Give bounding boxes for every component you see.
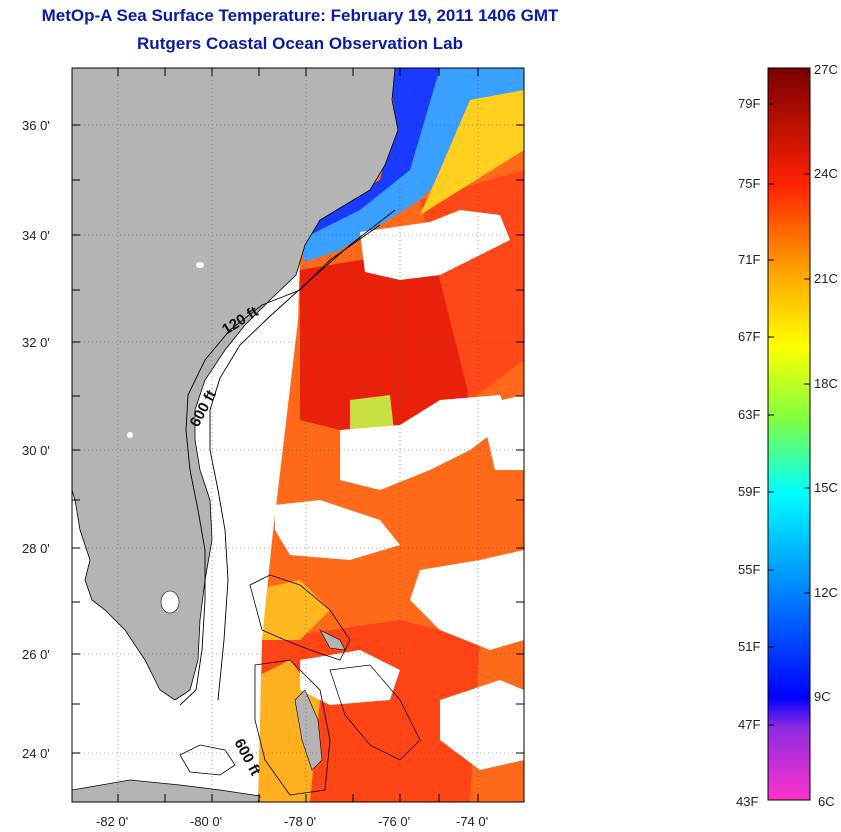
colorbar-c-label: 24C <box>814 166 838 181</box>
colorbar-c-label: 12C <box>814 585 838 600</box>
map-subtitle: Rutgers Coastal Ocean Observation Lab <box>137 34 463 53</box>
contour-120ft <box>179 224 381 706</box>
lat-label: 34 0' <box>22 228 50 243</box>
colorbar-c-label: 18C <box>814 376 838 391</box>
warm-gulfstream-core <box>300 250 470 440</box>
lat-label: 26 0' <box>22 647 50 662</box>
colorbar-f-label: 71F <box>738 252 760 267</box>
colorbar-f-label: 47F <box>738 717 760 732</box>
cloud-patch <box>440 680 524 770</box>
lat-label: 32 0' <box>22 335 50 350</box>
colorbar-f-label: 59F <box>738 484 760 499</box>
land-cuba <box>72 779 261 802</box>
lon-label: -80 0' <box>190 814 222 829</box>
contour-bahamas <box>249 574 351 661</box>
cloud-patch <box>340 395 510 490</box>
lake <box>127 432 133 438</box>
colorbar: 79F 75F 71F 67F 63F 59F 55F 51F 47F 43F … <box>736 62 838 809</box>
colorbar-c-label: 27C <box>814 62 838 77</box>
lon-label: -74 0' <box>456 814 488 829</box>
map-frame <box>71 67 525 803</box>
lon-label: -82 0' <box>96 814 128 829</box>
lake-okeechobee <box>160 590 180 614</box>
colorbar-ticks <box>768 103 810 726</box>
lat-label: 24 0' <box>22 746 50 761</box>
colorbar-f-label: 51F <box>738 639 760 654</box>
cloud-patch <box>360 210 510 280</box>
contour-bahamas <box>254 659 331 796</box>
map-title: MetOp-A Sea Surface Temperature: Februar… <box>41 6 559 25</box>
colorbar-f-label: 43F <box>736 794 758 809</box>
map-graticule <box>72 68 524 802</box>
colorbar-f-label: 67F <box>738 329 760 344</box>
axis-tick-marks <box>72 68 524 802</box>
cloud-patch <box>410 550 524 650</box>
contour-bahamas <box>329 664 421 761</box>
contour-cuba-shelf <box>179 744 236 776</box>
colorbar-c-label: 15C <box>814 480 838 495</box>
lat-label: 36 0' <box>22 118 50 133</box>
lat-label: 30 0' <box>22 443 50 458</box>
land-bahamas <box>294 689 323 771</box>
cloud-patch <box>300 650 400 705</box>
colorbar-c-label: 21C <box>814 271 838 286</box>
colorbar-f-label: 55F <box>738 562 760 577</box>
colorbar-c-label: 9C <box>814 689 831 704</box>
land-southeast-us <box>72 68 399 701</box>
colorbar-gradient <box>767 67 811 801</box>
lon-label: -78 0' <box>284 814 316 829</box>
map-content <box>72 68 524 802</box>
lon-label: -76 0' <box>378 814 410 829</box>
contour-600ft <box>209 209 396 701</box>
green-band <box>420 90 524 215</box>
yellow-bank <box>255 580 330 640</box>
colorbar-c-label: 6C <box>818 794 835 809</box>
colorbar-f-label: 79F <box>738 96 760 111</box>
cloud-patch <box>480 395 524 470</box>
lat-label: 28 0' <box>22 541 50 556</box>
colorbar-f-label: 75F <box>738 176 760 191</box>
colorbar-f-label: 63F <box>738 407 760 422</box>
lake <box>196 262 204 268</box>
